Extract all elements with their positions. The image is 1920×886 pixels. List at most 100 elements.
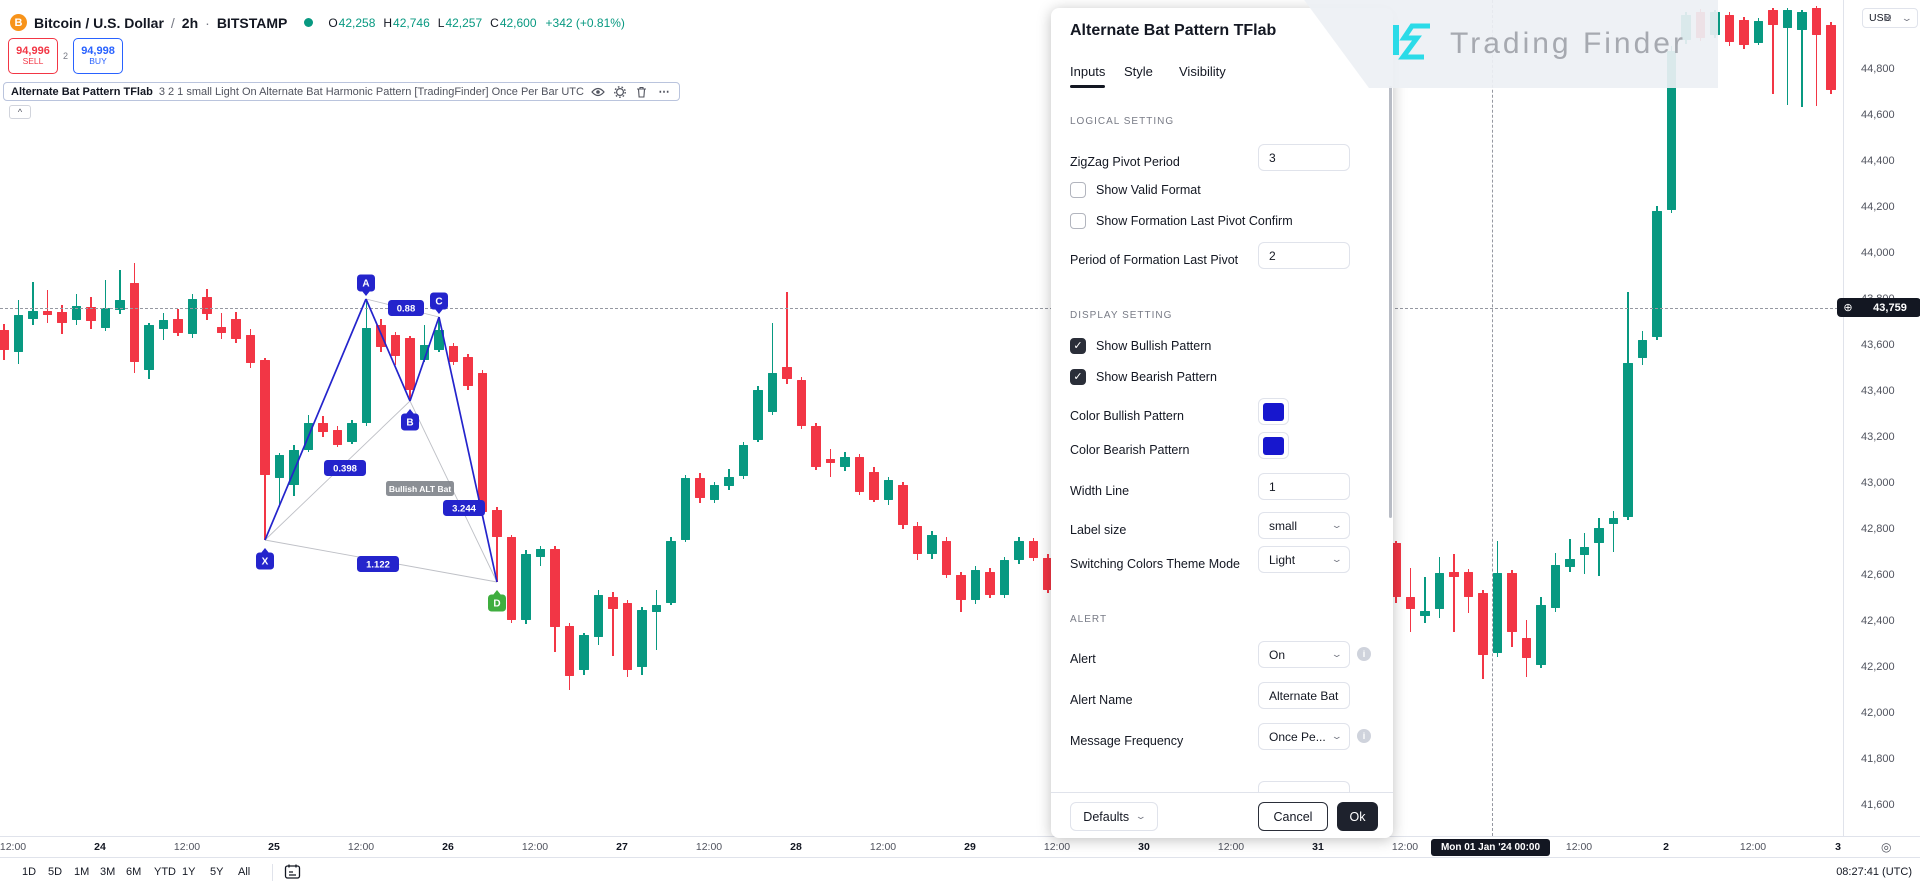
show-bearish-pattern-checkbox[interactable]: ✓ Show Bearish Pattern <box>1070 369 1217 385</box>
candle-wick <box>786 292 788 385</box>
close-icon[interactable]: × <box>1883 10 1892 27</box>
candle-wick <box>655 590 658 650</box>
add-alert-plus-icon[interactable]: ⊕ <box>1837 298 1859 317</box>
candle <box>883 479 894 501</box>
ratio-label: 1.122 <box>357 556 399 572</box>
checkbox-checked[interactable]: ✓ <box>1070 338 1086 354</box>
range-6M[interactable]: 6M <box>126 866 142 878</box>
chart-pane[interactable]: X A B C D 0.88 0.398 3.244 1.122 Bullish ALT Bat <box>0 0 1843 836</box>
frequency-info-icon[interactable]: i <box>1357 729 1371 743</box>
candle <box>1028 540 1039 558</box>
exchange-name[interactable]: BITSTAMP <box>216 14 288 31</box>
candle <box>709 485 720 501</box>
indicator-params: 3 2 1 small Light On Alternate Bat Harmo… <box>158 85 584 98</box>
eye-icon[interactable] <box>590 84 606 99</box>
settings-gear-icon[interactable] <box>612 84 628 99</box>
range-5Y[interactable]: 5Y <box>210 866 224 878</box>
candle <box>854 456 865 493</box>
chevron-down-icon: ⌄ <box>1331 520 1344 530</box>
candle <box>680 478 691 541</box>
alert-name-input[interactable]: Alternate Bat <box>1258 682 1350 709</box>
timeframe-button[interactable]: 2h <box>181 14 199 31</box>
time-axis-label: 24 <box>94 841 106 853</box>
message-frequency-select[interactable]: Once Pe... ⌄ <box>1258 723 1350 750</box>
zigzag-pivot-period-label: ZigZag Pivot Period <box>1070 155 1180 169</box>
symbol-name[interactable]: Bitcoin / U.S. Dollar <box>34 14 164 31</box>
tab-style[interactable]: Style <box>1124 64 1153 79</box>
candle <box>637 609 647 667</box>
candle <box>1811 8 1822 35</box>
more-options-icon[interactable]: ⋯ <box>658 86 670 98</box>
zigzag-pivot-period-input[interactable]: 3 <box>1258 144 1350 171</box>
cancel-button[interactable]: Cancel <box>1258 802 1328 831</box>
time-axis-label: 12:00 <box>347 841 375 853</box>
price-axis-label: 41,600 <box>1861 799 1895 811</box>
candle <box>579 634 589 671</box>
bottom-toolbar: 1D 5D 1M 3M 6M YTD 1Y 5Y All 08:27:41 (UTC) <box>0 857 1920 886</box>
candle <box>927 534 937 555</box>
period-formation-label: Period of Formation Last Pivot <box>1070 253 1239 267</box>
buy-button[interactable]: 94,998 BUY <box>73 38 124 74</box>
harmonic-pattern-overlay[interactable]: X A B C D 0.88 0.398 3.244 1.122 Bullish ALT Bat <box>0 0 1843 836</box>
theme-mode-select[interactable]: Light ⌄ <box>1258 546 1350 573</box>
indicator-legend[interactable]: Alternate Bat Pattern TFlab 3 2 1 small … <box>3 82 680 101</box>
candle <box>463 356 473 387</box>
price-axis-label: 43,000 <box>1861 477 1895 489</box>
time-axis-label: 12:00 <box>869 841 897 853</box>
candle <box>376 325 386 348</box>
checkbox-checked[interactable]: ✓ <box>1070 369 1086 385</box>
alert-info-icon[interactable]: i <box>1357 647 1371 661</box>
candle-wick <box>1598 517 1600 577</box>
period-formation-input[interactable]: 2 <box>1258 242 1350 269</box>
ok-button[interactable]: Ok <box>1337 802 1378 831</box>
dialog-scrollbar[interactable] <box>1389 86 1392 518</box>
label-size-select[interactable]: small ⌄ <box>1258 512 1350 539</box>
candle <box>448 346 459 363</box>
go-to-date-calendar-icon[interactable] <box>284 863 301 880</box>
tab-inputs[interactable]: Inputs <box>1070 64 1106 88</box>
candle-wick <box>1612 510 1615 552</box>
defaults-button[interactable]: Defaults ⌄ <box>1070 802 1158 831</box>
show-formation-last-pivot-checkbox[interactable]: Show Formation Last Pivot Confirm <box>1070 213 1293 229</box>
message-frequency-label: Message Frequency <box>1070 734 1184 748</box>
range-All[interactable]: All <box>238 866 251 878</box>
chevron-down-icon: ⌄ <box>1134 811 1147 821</box>
alert-name-label: Alert Name <box>1070 693 1133 707</box>
candle <box>1565 558 1575 567</box>
candle <box>999 560 1010 595</box>
spread-value: 2 <box>63 51 69 61</box>
time-axis-label: 12:00 <box>173 841 201 853</box>
candle <box>419 345 430 360</box>
candle <box>651 604 662 612</box>
color-bearish-swatch[interactable] <box>1258 432 1289 459</box>
sell-button[interactable]: 94,996 SELL <box>8 38 58 74</box>
show-bullish-pattern-checkbox[interactable]: ✓ Show Bullish Pattern <box>1070 338 1211 354</box>
collapse-legend-button[interactable]: ^ <box>9 105 31 119</box>
width-line-input[interactable]: 1 <box>1258 473 1350 500</box>
clock-utc[interactable]: 08:27:41 (UTC) <box>1836 866 1912 878</box>
show-valid-format-checkbox[interactable]: Show Valid Format <box>1070 182 1201 198</box>
range-YTD[interactable]: YTD <box>154 866 176 878</box>
time-axis[interactable]: 12:00 24 12:00 25 12:00 26 12:00 27 12:00 28 12:00… <box>0 836 1920 857</box>
candle <box>202 296 212 314</box>
candle-wick <box>32 281 34 326</box>
width-line-label: Width Line <box>1070 484 1130 498</box>
axis-target-icon[interactable]: ◎ <box>1881 840 1892 854</box>
range-5D[interactable]: 5D <box>48 866 63 878</box>
svg-text:3.244: 3.244 <box>452 504 476 515</box>
color-bullish-swatch[interactable] <box>1258 398 1289 425</box>
candle <box>970 570 981 601</box>
candle <box>1579 547 1590 556</box>
candle <box>28 310 38 319</box>
currency-select[interactable]: USD ⌄ <box>1862 8 1918 28</box>
checkbox-unchecked[interactable] <box>1070 213 1086 229</box>
delete-trash-icon[interactable] <box>634 84 650 99</box>
alert-select[interactable]: On ⌄ <box>1258 641 1350 668</box>
checkbox-unchecked[interactable] <box>1070 182 1086 198</box>
tab-visibility[interactable]: Visibility <box>1179 64 1226 79</box>
range-1M[interactable]: 1M <box>74 866 90 878</box>
range-1D[interactable]: 1D <box>22 866 37 878</box>
price-axis[interactable]: USD⌄ 44,80044,60044,40044,20044,00043,80… <box>1837 0 1920 836</box>
range-3M[interactable]: 3M <box>100 866 116 878</box>
range-1Y[interactable]: 1Y <box>182 866 196 878</box>
